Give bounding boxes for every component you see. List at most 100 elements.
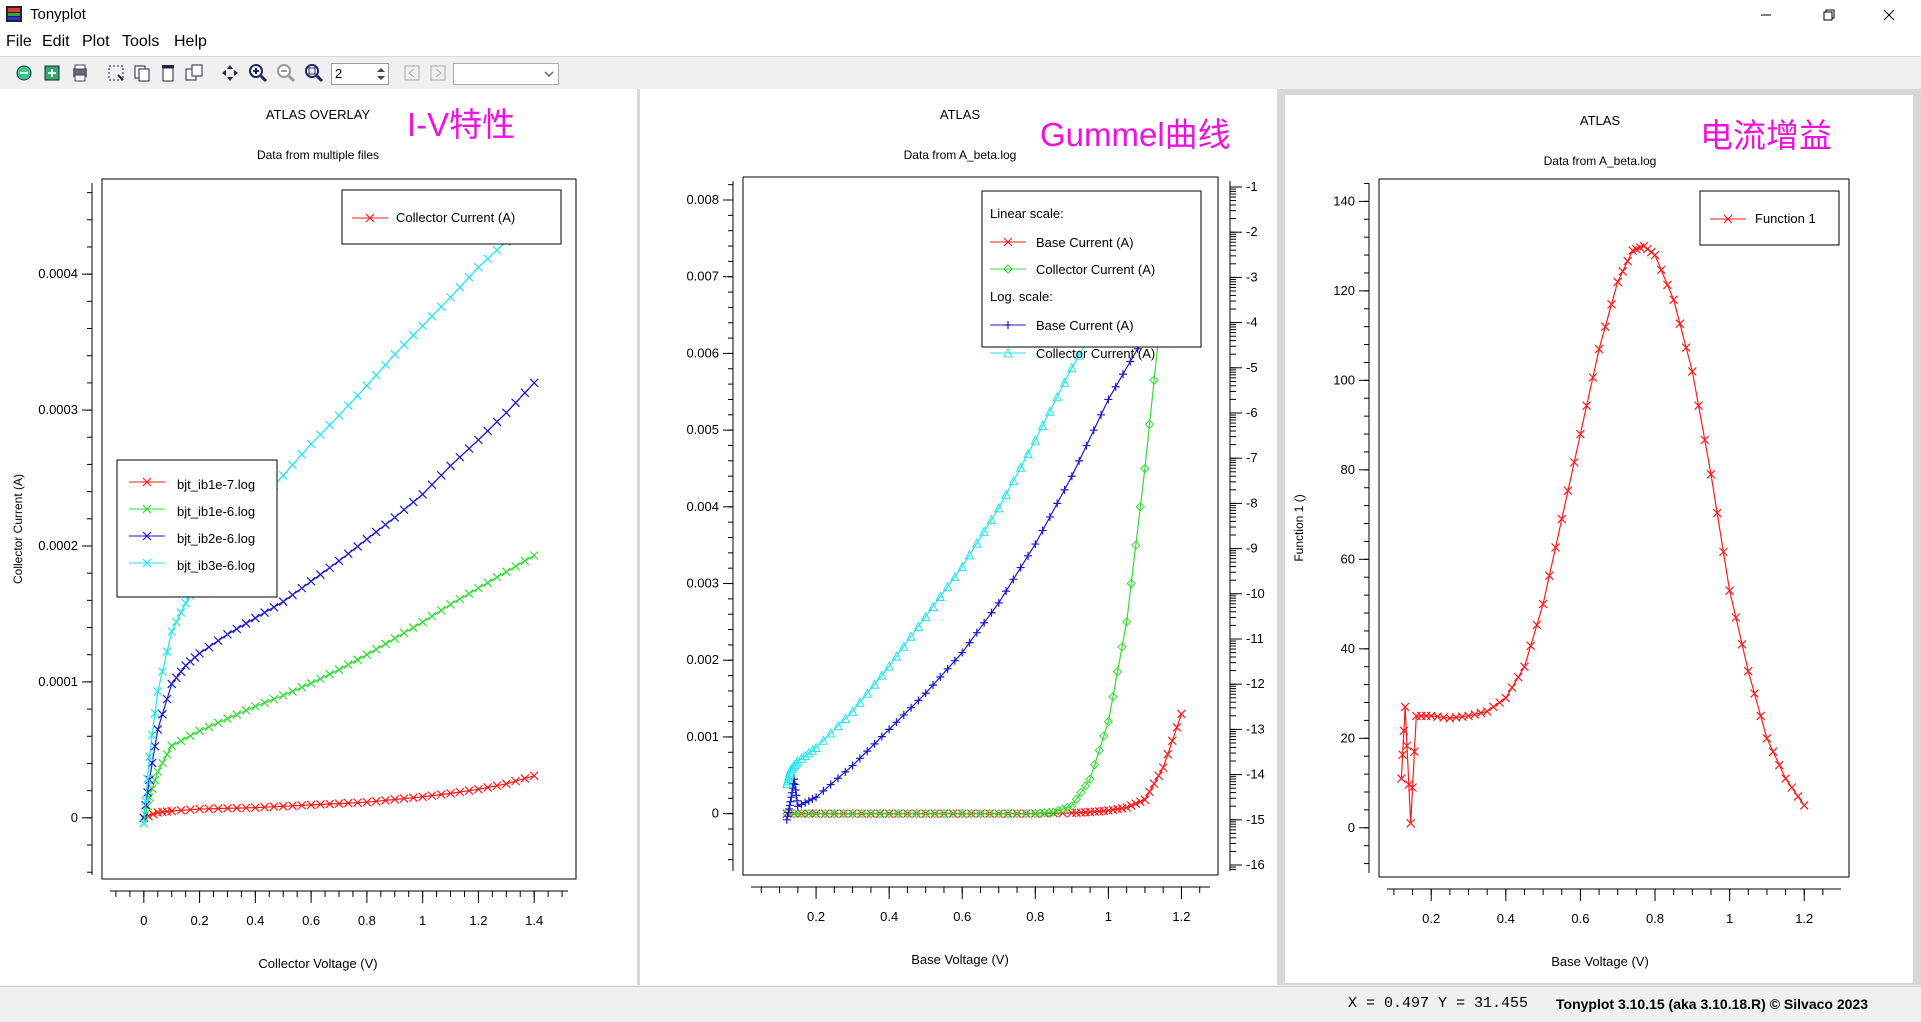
x-tick-label: 1 (1726, 911, 1733, 926)
data-point (353, 655, 363, 665)
plot-panel-gain[interactable]: ATLAS Data from A_beta.log 电流增益 0.2 0.4 0.6 0.… (1285, 95, 1913, 983)
data-point (930, 808, 940, 819)
data-point (446, 788, 455, 798)
data-point (213, 718, 223, 728)
plot-panel-gummel[interactable]: ATLAS Data from A_beta.log Gummel曲线 0.2 0.4 0… (640, 89, 1277, 985)
data-point (1080, 781, 1091, 791)
legend-label: Collector Current (A) (1036, 346, 1155, 361)
data-point (195, 726, 205, 736)
data-point (870, 739, 879, 748)
data-point (446, 292, 455, 302)
data-point (1062, 802, 1072, 813)
data-point (1053, 805, 1063, 816)
copy-icon[interactable] (132, 63, 152, 83)
data-point (929, 681, 937, 690)
data-point (1737, 639, 1747, 649)
view-dropdown[interactable] (453, 63, 559, 85)
data-point (1669, 295, 1679, 305)
data-point (492, 781, 502, 791)
spinner-icon[interactable] (375, 65, 387, 83)
data-point (306, 678, 316, 688)
data-point (1008, 475, 1019, 486)
pan-icon[interactable] (220, 63, 240, 83)
legend-label: bjt_ib1e-7.log (177, 477, 255, 492)
minimize-icon (1761, 14, 1771, 15)
data-point (1003, 808, 1013, 819)
legend-box (1699, 190, 1840, 246)
data-point (455, 787, 465, 797)
data-point (1045, 406, 1055, 416)
data-point (185, 731, 195, 741)
minimize-button[interactable] (1743, 0, 1789, 29)
data-point (176, 608, 186, 618)
data-point (143, 774, 152, 784)
menu-edit[interactable]: Edit (42, 33, 70, 50)
menu-tools[interactable]: Tools (122, 33, 160, 50)
data-point (511, 561, 521, 571)
data-point (994, 598, 1003, 607)
print-icon[interactable] (70, 63, 90, 83)
zoom-box-icon[interactable] (304, 63, 324, 83)
zoom-field[interactable]: 2 (331, 63, 389, 85)
select-region-icon[interactable] (106, 63, 126, 83)
x-tick-label: 1 (1105, 909, 1112, 924)
data-point (418, 792, 428, 802)
close-button[interactable] (1866, 0, 1912, 29)
series-line (143, 382, 535, 818)
open-icon[interactable] (14, 63, 34, 83)
data-point (297, 583, 307, 593)
data-point (390, 795, 400, 804)
data-point (939, 808, 949, 819)
data-point (1756, 711, 1766, 721)
y-tick-label: 0 (712, 806, 719, 821)
series-line (1400, 245, 1805, 824)
data-point (804, 796, 813, 805)
load-icon[interactable] (42, 63, 62, 83)
data-point (288, 801, 297, 811)
data-point (362, 381, 372, 391)
data-point (232, 803, 242, 813)
data-point (427, 791, 437, 801)
data-point (787, 793, 796, 802)
data-point (1094, 745, 1104, 756)
legend-label: Function 1 (1755, 211, 1816, 226)
x-tick-label: 0.8 (358, 913, 376, 928)
toolbar: 2 (0, 57, 1921, 89)
data-point (1410, 747, 1419, 757)
chart-title: ATLAS (940, 107, 981, 122)
data-point (241, 803, 251, 813)
data-point (1089, 760, 1100, 770)
zoom-out-icon[interactable] (276, 63, 296, 83)
data-point (1588, 372, 1598, 382)
chart-subtitle: Data from A_beta.log (1544, 154, 1657, 168)
legend-label: bjt_ib2e-6.log (177, 531, 255, 546)
plot-panel-iv[interactable]: ATLAS OVERLAY Data from multiple files I-V… (0, 89, 637, 985)
data-point (972, 538, 982, 548)
menu-file[interactable]: File (6, 33, 32, 50)
right-tick-label: -3 (1246, 269, 1258, 284)
data-point (980, 618, 989, 627)
maximize-button[interactable] (1806, 0, 1852, 29)
x-tick-label: 0.6 (1571, 911, 1589, 926)
data-point (1731, 613, 1741, 622)
duplicate-icon[interactable] (184, 63, 204, 83)
data-point (1108, 691, 1118, 702)
data-point (875, 808, 885, 819)
next-view-icon[interactable] (428, 63, 448, 83)
data-point (884, 661, 894, 671)
data-point (399, 628, 409, 638)
data-point (1470, 710, 1480, 719)
data-point (492, 245, 502, 255)
delete-icon[interactable] (158, 63, 178, 83)
menu-help[interactable]: Help (174, 33, 207, 50)
data-point (1039, 808, 1050, 818)
data-point (436, 605, 446, 615)
zoom-in-icon[interactable] (248, 63, 268, 83)
series-line (143, 775, 535, 819)
data-point (492, 417, 502, 427)
right-tick-label: -2 (1246, 224, 1258, 239)
prev-view-icon[interactable] (402, 63, 422, 83)
data-point (1787, 783, 1797, 792)
data-point (975, 808, 986, 819)
menu-plot[interactable]: Plot (82, 33, 110, 50)
